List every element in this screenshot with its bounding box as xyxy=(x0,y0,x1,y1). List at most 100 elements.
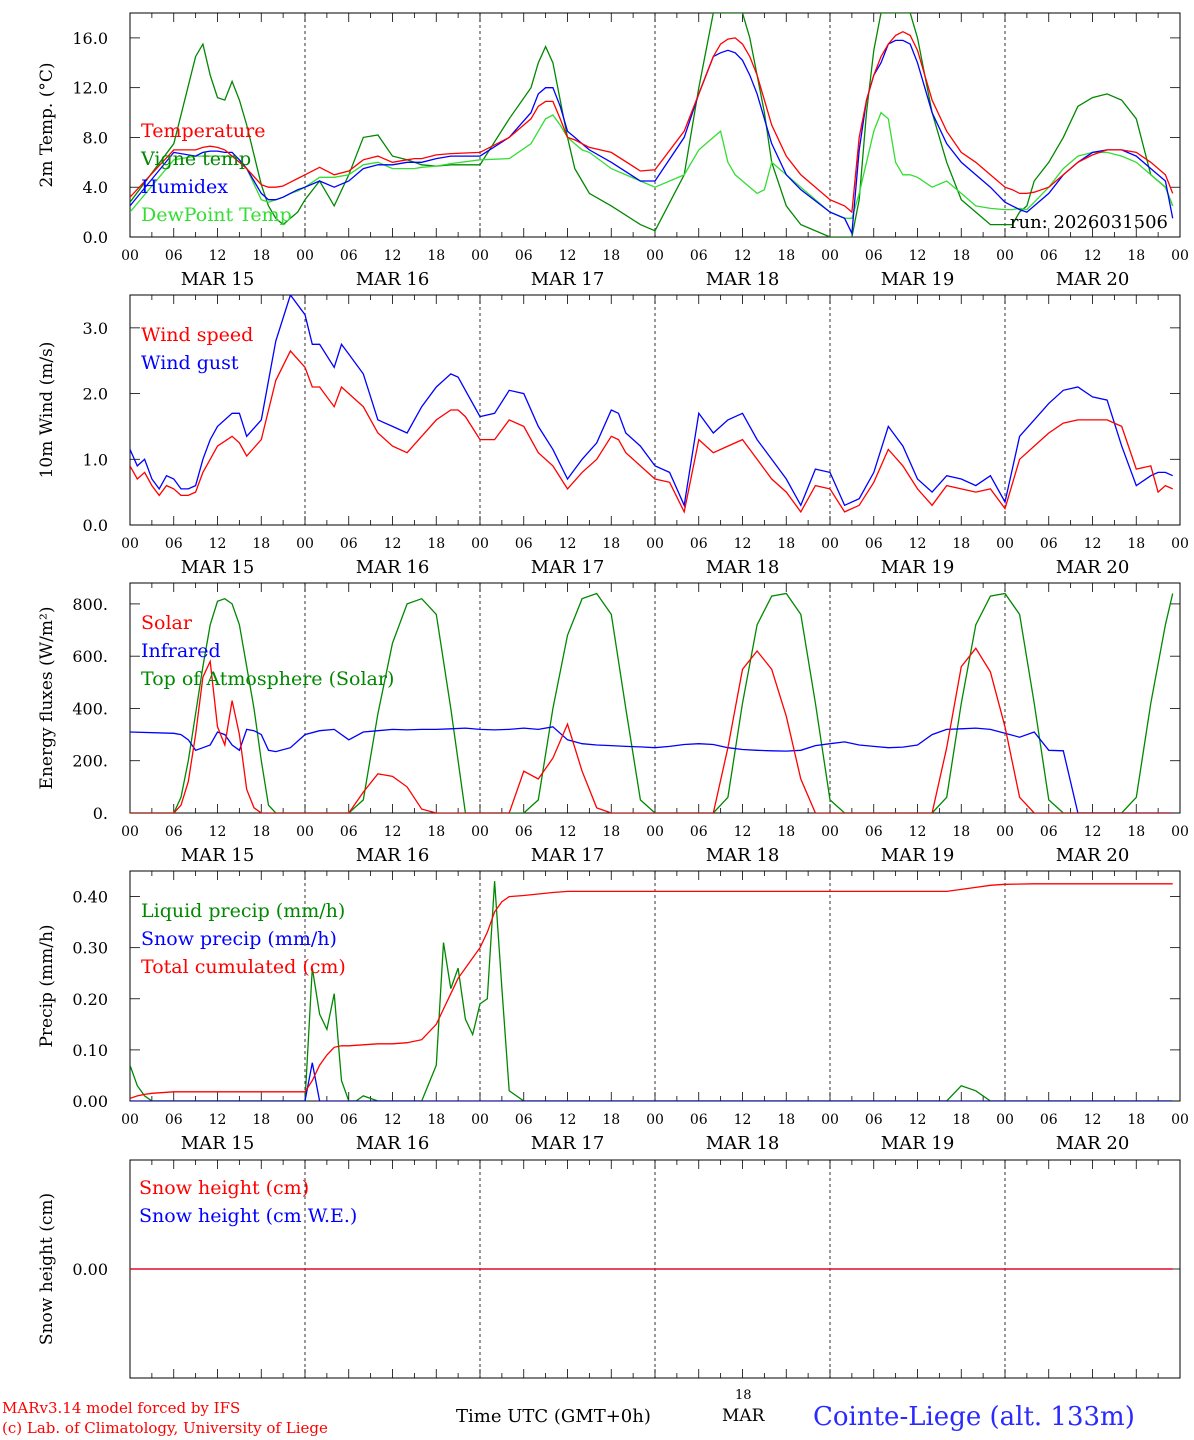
x-hour-label: 00 xyxy=(646,536,664,552)
run-label: run: 2026031506 xyxy=(1010,212,1168,233)
x-hour-label: 00 xyxy=(996,248,1014,264)
y-tick-label: 2.0 xyxy=(83,385,108,404)
chart-panel-5: 0.00 Snow height (cm) Snow height (cm) Snow… xyxy=(37,1159,1181,1379)
series-line-solar xyxy=(130,647,1173,813)
x-hour-label: 12 xyxy=(559,536,577,552)
y-axis-label: Precip (mm/h) xyxy=(37,924,57,1047)
legend-entry: Top of Atmosphere (Solar) xyxy=(141,668,394,690)
series-line-temperature xyxy=(130,30,1174,214)
x-hour-label: 12 xyxy=(1084,248,1102,264)
y-tick-label: 3.0 xyxy=(83,319,108,338)
y-axis-label: Snow height (cm) xyxy=(37,1193,57,1345)
x-hour-label: 00 xyxy=(996,1112,1014,1128)
x-hour-label: 06 xyxy=(1040,536,1058,552)
x-day-label: MAR 15 xyxy=(181,845,255,866)
series-line-top-of-atmosphere-solar- xyxy=(130,592,1174,813)
y-tick-label: 200. xyxy=(72,752,108,771)
x-hour-label: 06 xyxy=(515,536,533,552)
series-line-dewpoint-temp xyxy=(130,111,1174,219)
legend-entry: Infrared xyxy=(141,640,221,662)
y-tick-label: 0.30 xyxy=(72,939,108,958)
x-hour-label: 18 xyxy=(952,248,970,264)
legend-entry: Liquid precip (mm/h) xyxy=(141,900,345,922)
x-hour-label: 18 xyxy=(252,536,270,552)
x-hour-label: 18 xyxy=(777,248,795,264)
x-hour-label: 06 xyxy=(515,248,533,264)
model-credit: MARv3.14 model forced by IFS (c) Lab. of… xyxy=(2,1398,328,1438)
credit-line: (c) Lab. of Climatology, University of L… xyxy=(2,1419,328,1437)
series-line-wind-gust xyxy=(130,295,1173,508)
x-hour-label: 12 xyxy=(209,536,227,552)
x-hour-label: 12 xyxy=(209,824,227,840)
x-hour-label: 12 xyxy=(559,824,577,840)
station-label: Cointe-Liege (alt. 133m) xyxy=(813,1402,1135,1432)
x-hour-label: 12 xyxy=(1084,824,1102,840)
x-hour-label: 00 xyxy=(1171,536,1189,552)
y-tick-label: 0.0 xyxy=(83,516,108,535)
x-hour-label: 18 xyxy=(777,824,795,840)
x-hour-label: 06 xyxy=(340,248,358,264)
legend-entry: DewPoint Temp xyxy=(141,204,292,226)
legend-entry: Snow height (cm) xyxy=(139,1177,309,1199)
x-hour-label: 06 xyxy=(690,536,708,552)
x-hour-label: 00 xyxy=(821,824,839,840)
x-hour-label: 12 xyxy=(1084,536,1102,552)
x-day-label: MAR 16 xyxy=(356,845,430,866)
y-tick-label: 0.10 xyxy=(72,1041,108,1060)
legend-entry: Humidex xyxy=(141,176,228,198)
x-hour-label: 06 xyxy=(690,824,708,840)
x-hour-label: 12 xyxy=(384,1112,402,1128)
x-day-label: MAR 20 xyxy=(1056,845,1130,866)
y-tick-label: 4.0 xyxy=(83,178,108,197)
x-day-label: MAR 20 xyxy=(1056,269,1130,290)
x-hour-label: 00 xyxy=(121,1112,139,1128)
x-hour-label: 12 xyxy=(734,824,752,840)
y-tick-label: 0.0 xyxy=(83,228,108,247)
x-hour-label: 00 xyxy=(296,248,314,264)
x-hour-label: 00 xyxy=(996,824,1014,840)
x-hour-label: 18 xyxy=(252,824,270,840)
y-tick-label: 0. xyxy=(93,804,108,823)
x-hour-label: 06 xyxy=(165,536,183,552)
x-day-label: MAR 18 xyxy=(706,1133,780,1154)
legend-entry: Temperature xyxy=(141,120,265,142)
y-tick-label: 600. xyxy=(72,647,108,666)
legend-entry: Wind gust xyxy=(141,352,239,374)
x-hour-label: 18 xyxy=(1127,536,1145,552)
x-hour-label: 06 xyxy=(1040,1112,1058,1128)
center-day-number: 18 xyxy=(735,1388,752,1403)
x-day-label: MAR 15 xyxy=(181,269,255,290)
legend-entry: Snow precip (mm/h) xyxy=(141,928,337,950)
x-hour-label: 06 xyxy=(340,536,358,552)
x-hour-label: 12 xyxy=(734,536,752,552)
x-hour-label: 00 xyxy=(1171,248,1189,264)
x-day-label: MAR 16 xyxy=(356,1133,430,1154)
x-hour-label: 00 xyxy=(296,1112,314,1128)
x-hour-label: 12 xyxy=(734,248,752,264)
x-hour-label: 18 xyxy=(1127,1112,1145,1128)
x-hour-label: 12 xyxy=(209,1112,227,1128)
x-hour-label: 00 xyxy=(471,248,489,264)
x-hour-label: 06 xyxy=(515,1112,533,1128)
x-hour-label: 06 xyxy=(865,536,883,552)
x-hour-label: 00 xyxy=(821,248,839,264)
x-hour-label: 18 xyxy=(1127,824,1145,840)
x-day-label: MAR 20 xyxy=(1056,1133,1130,1154)
x-hour-label: 18 xyxy=(952,824,970,840)
chart-panel-3: 0. 200. 400. 600. 800. Energy fluxes (W/m²) 00… xyxy=(37,582,1189,866)
y-tick-label: 1.0 xyxy=(83,450,108,469)
series-line-vigne-temp xyxy=(130,13,1174,237)
x-day-label: MAR 18 xyxy=(706,269,780,290)
legend-entry: Wind speed xyxy=(141,324,253,346)
y-tick-label: 0.00 xyxy=(72,1092,108,1111)
x-hour-label: 12 xyxy=(559,1112,577,1128)
x-hour-label: 12 xyxy=(909,536,927,552)
x-day-label: MAR 19 xyxy=(881,1133,955,1154)
x-hour-label: 12 xyxy=(384,248,402,264)
x-hour-label: 18 xyxy=(602,1112,620,1128)
x-hour-label: 06 xyxy=(690,248,708,264)
x-day-label: MAR 16 xyxy=(356,269,430,290)
x-hour-label: 06 xyxy=(1040,248,1058,264)
x-hour-label: 06 xyxy=(690,1112,708,1128)
